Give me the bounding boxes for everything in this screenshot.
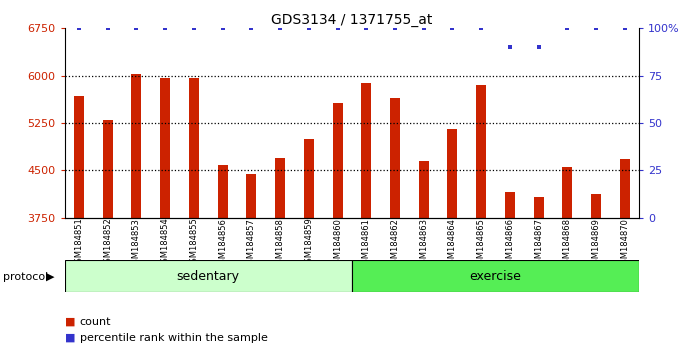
Point	[102, 25, 113, 31]
Bar	[352, 260, 639, 292]
Point	[160, 25, 171, 31]
Point	[447, 25, 458, 31]
Bar	[74, 96, 84, 218]
Point	[246, 25, 257, 31]
Bar	[361, 83, 371, 218]
Text: ■: ■	[65, 333, 79, 343]
Text: sedentary: sedentary	[177, 270, 240, 282]
Text: GSM184860: GSM184860	[333, 218, 342, 269]
Text: GSM184856: GSM184856	[218, 218, 227, 269]
Text: protocol: protocol	[3, 272, 49, 282]
Title: GDS3134 / 1371755_at: GDS3134 / 1371755_at	[271, 13, 432, 27]
Bar	[304, 139, 314, 218]
Point	[390, 25, 401, 31]
Point	[303, 25, 314, 31]
Point	[418, 25, 429, 31]
Bar	[390, 98, 400, 218]
Point	[217, 25, 228, 31]
Point	[533, 45, 544, 50]
Text: GSM184870: GSM184870	[620, 218, 629, 269]
Text: GSM184858: GSM184858	[275, 218, 284, 269]
Point	[505, 45, 515, 50]
Text: GSM184851: GSM184851	[75, 218, 84, 268]
Text: GSM184861: GSM184861	[362, 218, 371, 269]
Bar	[619, 159, 630, 218]
Text: GSM184853: GSM184853	[132, 218, 141, 269]
Text: GSM184863: GSM184863	[420, 218, 428, 269]
Point	[73, 25, 84, 31]
Text: GSM184864: GSM184864	[448, 218, 457, 269]
Bar	[534, 197, 544, 218]
Bar	[131, 74, 141, 218]
Point	[361, 25, 372, 31]
Bar	[160, 78, 170, 218]
Bar	[476, 85, 486, 218]
Bar	[333, 103, 343, 218]
Point	[275, 25, 286, 31]
Point	[619, 25, 630, 31]
Text: GSM184865: GSM184865	[477, 218, 486, 269]
Text: GSM184866: GSM184866	[505, 218, 514, 269]
Text: GSM184859: GSM184859	[305, 218, 313, 268]
Bar	[275, 158, 285, 218]
Text: ▶: ▶	[46, 272, 54, 282]
Text: ■: ■	[65, 317, 79, 327]
Point	[332, 25, 343, 31]
Bar	[419, 161, 429, 218]
Point	[562, 25, 573, 31]
Text: count: count	[80, 317, 111, 327]
Text: GSM184857: GSM184857	[247, 218, 256, 269]
Bar	[505, 193, 515, 218]
Bar	[591, 194, 601, 218]
Text: GSM184854: GSM184854	[160, 218, 169, 268]
Text: GSM184852: GSM184852	[103, 218, 112, 268]
Point	[476, 25, 487, 31]
Bar	[447, 129, 458, 218]
Point	[188, 25, 199, 31]
Bar	[218, 165, 228, 218]
Bar	[562, 167, 573, 218]
Text: GSM184862: GSM184862	[390, 218, 399, 269]
Bar	[103, 120, 113, 218]
Text: percentile rank within the sample: percentile rank within the sample	[80, 333, 267, 343]
Bar	[65, 260, 352, 292]
Text: GSM184855: GSM184855	[190, 218, 199, 268]
Text: GSM184867: GSM184867	[534, 218, 543, 269]
Point	[131, 25, 142, 31]
Point	[591, 25, 602, 31]
Text: GSM184868: GSM184868	[563, 218, 572, 269]
Bar	[189, 78, 199, 218]
Text: exercise: exercise	[470, 270, 522, 282]
Text: GSM184869: GSM184869	[592, 218, 600, 269]
Bar	[246, 173, 256, 218]
